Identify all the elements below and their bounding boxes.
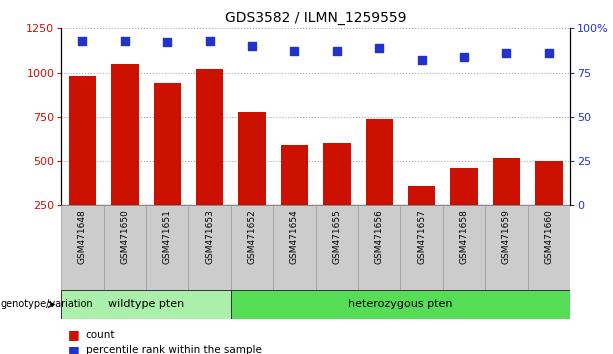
Bar [111, 64, 139, 205]
Text: count: count [86, 330, 115, 339]
Bar [69, 76, 96, 205]
Text: GSM471652: GSM471652 [248, 210, 257, 264]
Text: percentile rank within the sample: percentile rank within the sample [86, 346, 262, 354]
Point [289, 48, 299, 54]
Point [544, 50, 554, 56]
Bar [231, 205, 273, 290]
Bar [153, 83, 181, 205]
Text: GSM471657: GSM471657 [417, 210, 426, 264]
Bar [323, 143, 351, 205]
Bar [528, 205, 570, 290]
Bar [365, 119, 393, 205]
Point [247, 43, 257, 49]
Text: GSM471650: GSM471650 [120, 210, 129, 264]
Point [501, 50, 511, 56]
Point [205, 38, 215, 44]
Point [78, 38, 88, 44]
Bar [146, 205, 189, 290]
Text: GSM471654: GSM471654 [290, 210, 299, 264]
Bar [231, 290, 570, 319]
Text: genotype/variation: genotype/variation [1, 299, 93, 309]
Bar [443, 205, 485, 290]
Point [332, 48, 342, 54]
Point [120, 38, 130, 44]
Bar [316, 205, 358, 290]
Bar [535, 161, 563, 205]
Bar [485, 205, 528, 290]
Bar [61, 290, 231, 319]
Text: GSM471660: GSM471660 [544, 210, 554, 264]
Text: GSM471655: GSM471655 [332, 210, 341, 264]
Text: GSM471658: GSM471658 [460, 210, 468, 264]
Point [417, 57, 427, 63]
Text: GSM471651: GSM471651 [163, 210, 172, 264]
Title: GDS3582 / ILMN_1259559: GDS3582 / ILMN_1259559 [225, 11, 406, 24]
Point [162, 40, 172, 45]
Bar [400, 205, 443, 290]
Text: ■: ■ [67, 328, 79, 341]
Bar [493, 158, 520, 205]
Point [459, 54, 469, 59]
Point [375, 45, 384, 51]
Bar [451, 168, 478, 205]
Bar [238, 112, 266, 205]
Bar [189, 205, 231, 290]
Bar [408, 186, 435, 205]
Bar [104, 205, 146, 290]
Text: GSM471648: GSM471648 [78, 210, 87, 264]
Bar [61, 205, 104, 290]
Text: GSM471656: GSM471656 [375, 210, 384, 264]
Text: GSM471659: GSM471659 [502, 210, 511, 264]
Text: GSM471653: GSM471653 [205, 210, 214, 264]
Bar [273, 205, 316, 290]
Text: wildtype pten: wildtype pten [108, 299, 185, 309]
Bar [196, 69, 224, 205]
Text: ■: ■ [67, 344, 79, 354]
Bar [358, 205, 400, 290]
Text: heterozygous pten: heterozygous pten [348, 299, 453, 309]
Bar [281, 145, 308, 205]
